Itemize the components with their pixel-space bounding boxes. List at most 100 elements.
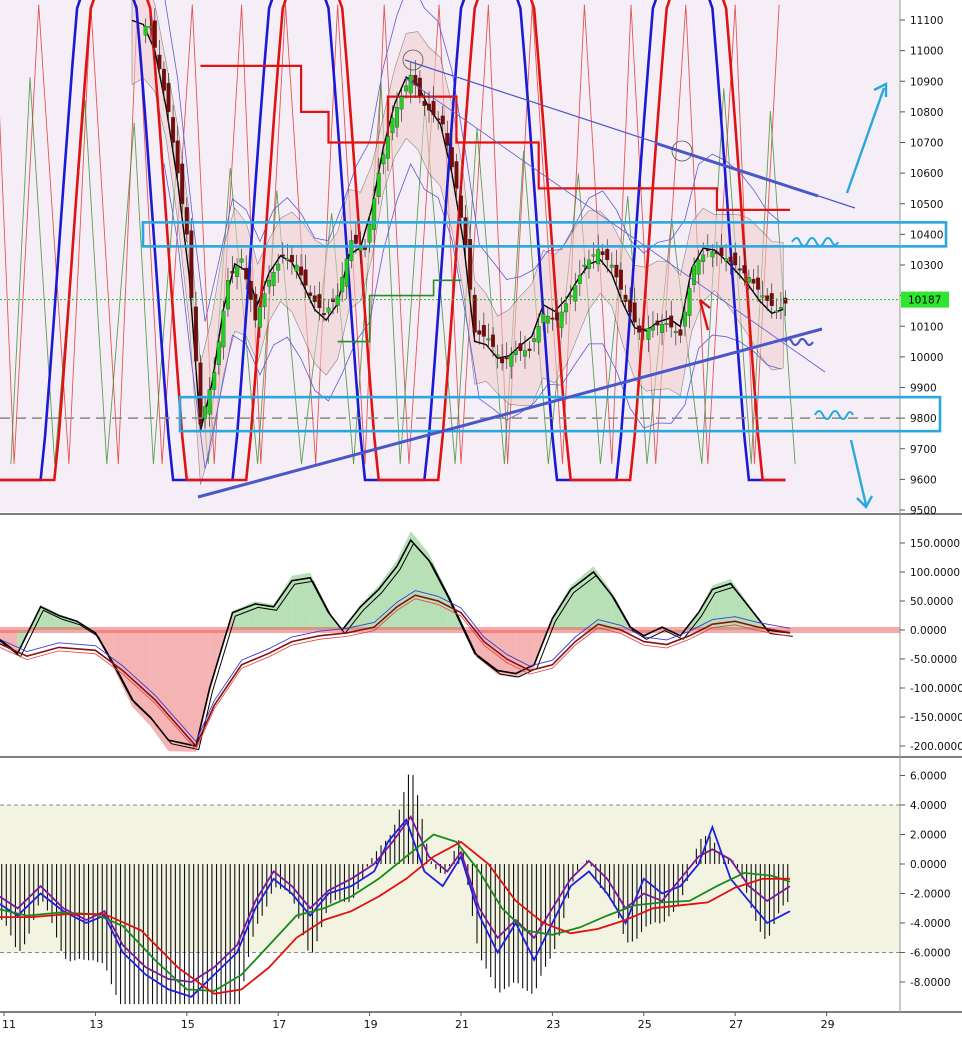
candle-bull — [395, 107, 399, 128]
candle-bull — [340, 277, 345, 293]
candle-bear — [468, 239, 473, 290]
candle-bull — [701, 254, 706, 262]
candle-bear — [705, 249, 710, 251]
candle-bear — [244, 267, 249, 280]
candle-bear — [312, 295, 317, 302]
price-axis-tick-label: 11000 — [910, 46, 943, 58]
candle-bull — [509, 354, 514, 367]
oscillator-axis-tick-label: -4.0000 — [910, 918, 951, 930]
candle-bull — [774, 310, 779, 313]
candle-bull — [344, 258, 349, 287]
bearish-arrow — [849, 439, 868, 506]
candle-bull — [609, 264, 614, 268]
macd-signal-blue — [0, 590, 791, 743]
candle-bear — [161, 68, 166, 91]
oscillator-axis-tick-label: -6.0000 — [910, 948, 951, 960]
candle-bear — [728, 256, 733, 263]
oscillator-axis-tick-label: 6.0000 — [910, 771, 947, 783]
candle-bull — [381, 154, 386, 165]
candle-bull — [495, 354, 500, 357]
candle-bull — [577, 275, 582, 284]
candle-bear — [152, 20, 157, 48]
candle-bear — [623, 294, 628, 302]
candle-bull — [687, 288, 692, 316]
macd-axis-tick-label: 0.0000 — [910, 625, 947, 637]
candle-bear — [600, 251, 605, 255]
candle-bear — [166, 82, 171, 113]
candle-bear — [413, 74, 418, 86]
oscillator-axis-tick-label: 2.0000 — [910, 830, 947, 842]
candle-bear — [321, 313, 326, 316]
candle-bull — [276, 263, 281, 271]
candle-bull — [367, 224, 372, 243]
candle-bear — [765, 295, 770, 301]
candle-bull — [696, 259, 701, 275]
date-tick-label: 29 — [821, 1018, 835, 1031]
macd-axis-tick-label: -200.0000 — [910, 741, 962, 753]
macd-histogram-area — [273, 575, 292, 630]
candle-bull — [262, 293, 267, 308]
candle-bull — [523, 350, 527, 357]
trailing-stop-line — [200, 64, 790, 211]
candle-bear — [175, 140, 180, 174]
macd-histogram-area — [195, 630, 210, 752]
candle-bear — [431, 101, 436, 116]
descending-trendline — [654, 141, 819, 198]
price-axis-tick-label: 10400 — [910, 229, 943, 241]
candle-bear — [280, 254, 285, 257]
candle-bear — [783, 297, 788, 304]
candle-bull — [257, 306, 262, 328]
candle-bear — [737, 268, 742, 271]
candle-bull — [746, 277, 751, 283]
macd-histogram-area — [168, 630, 196, 752]
price-axis-tick-label: 9700 — [910, 444, 937, 456]
macd-line-black-2 — [0, 542, 793, 751]
date-tick-label: 11 — [2, 1018, 16, 1031]
candle-bull — [545, 315, 550, 324]
macd-histogram-area — [429, 553, 448, 630]
macd-axis-tick-label: -50.0000 — [910, 654, 957, 666]
channel-line — [404, 77, 826, 373]
candle-bear — [477, 330, 482, 335]
macd-histogram-area — [593, 566, 612, 630]
candle-bear — [253, 294, 258, 321]
candle-bull — [536, 326, 541, 343]
candle-bear — [637, 325, 642, 333]
macd-axis-tick-label: 150.0000 — [910, 538, 960, 550]
macd-histogram-area — [131, 630, 151, 726]
bearish-arrow-head — [856, 495, 874, 509]
candle-bull — [267, 280, 272, 287]
candle-bear — [317, 294, 322, 309]
candle-bull — [294, 264, 299, 272]
price-axis-tick-label: 9800 — [910, 413, 937, 425]
macd-histogram-area — [378, 559, 398, 630]
scribble-annotation — [784, 337, 814, 347]
date-tick-label: 27 — [729, 1018, 743, 1031]
price-axis-tick-label: 10800 — [910, 107, 943, 119]
price-axis-tick-label: 10600 — [910, 168, 943, 180]
date-tick-label: 25 — [638, 1018, 652, 1031]
candle-bear — [500, 356, 505, 364]
oscillator-green-line — [0, 833, 791, 992]
candle-bear — [459, 195, 463, 218]
candle-bear — [518, 343, 523, 351]
candle-bull — [349, 240, 354, 261]
candle-bull — [650, 326, 655, 331]
last-price-label: 10187 — [908, 295, 941, 307]
candle-bull — [271, 271, 276, 286]
candle-bear — [756, 277, 760, 290]
candle-bear — [440, 115, 445, 125]
date-tick-label: 15 — [181, 1018, 195, 1031]
ascending-trendline — [197, 327, 823, 499]
candle-bear — [445, 133, 450, 146]
candle-bull — [376, 172, 381, 197]
date-tick-label: 13 — [89, 1018, 103, 1031]
candle-bear — [641, 328, 646, 331]
macd-histogram-area — [255, 601, 274, 630]
candle-bull — [724, 258, 729, 262]
candle-bear — [427, 103, 431, 111]
candle-bull — [664, 323, 669, 325]
candle-bull — [778, 307, 783, 310]
candle-bear — [157, 54, 162, 70]
